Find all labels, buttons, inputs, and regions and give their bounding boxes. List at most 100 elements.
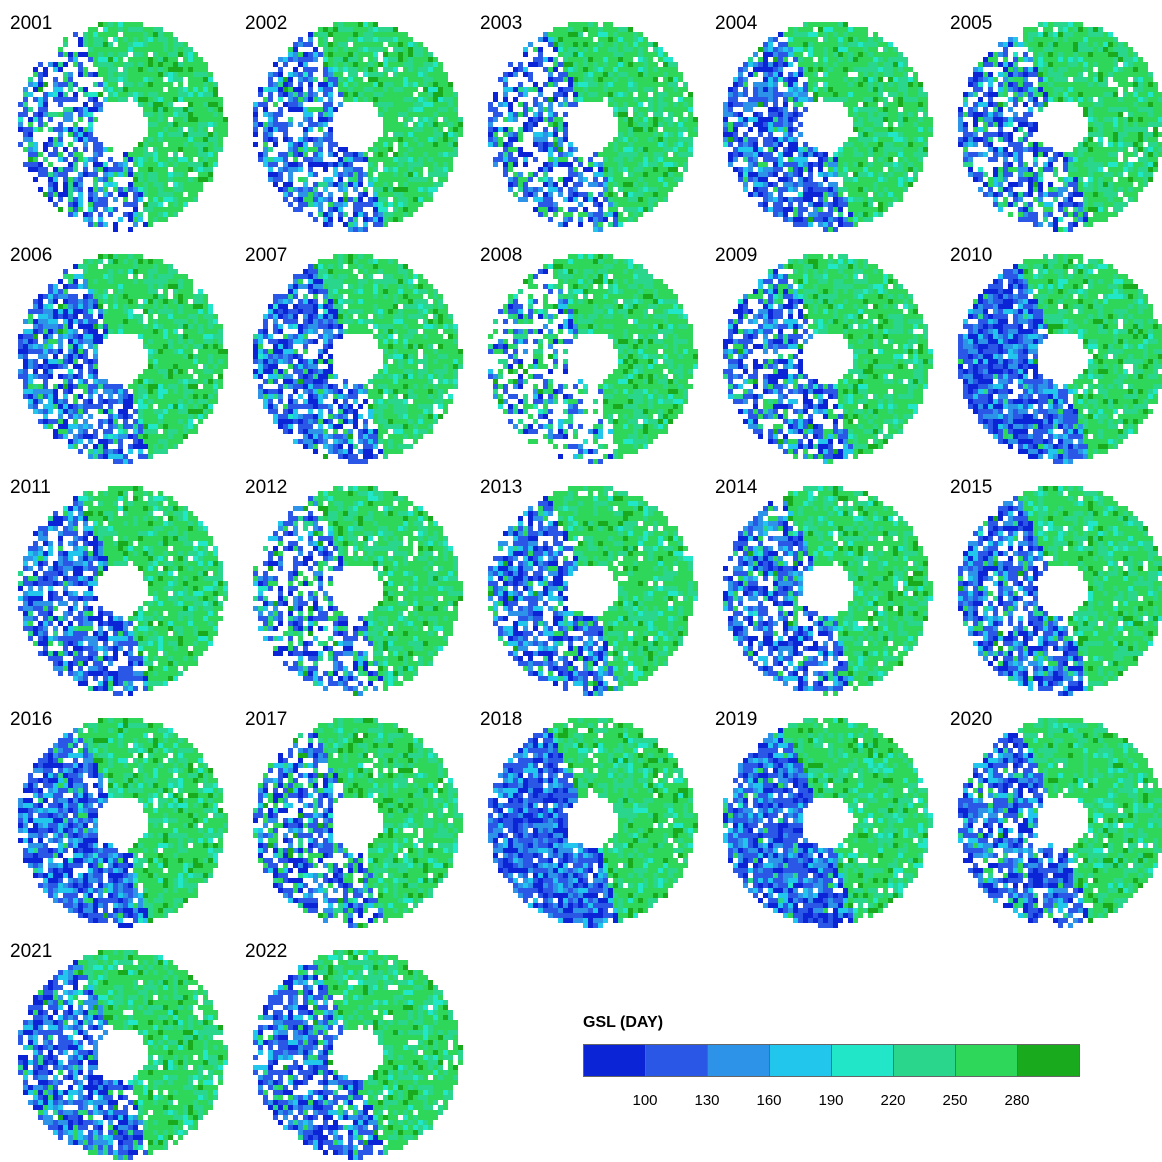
year-label: 2001	[10, 14, 52, 33]
legend-swatch	[584, 1045, 646, 1076]
map-panel-2011: 2011	[8, 470, 238, 698]
year-label: 2016	[10, 710, 52, 729]
legend-tick-label: 190	[818, 1092, 843, 1109]
polar-map	[948, 470, 1162, 698]
map-pixels	[253, 950, 463, 1160]
year-label: 2009	[715, 246, 757, 265]
year-label: 2002	[245, 14, 287, 33]
legend-swatch	[832, 1045, 894, 1076]
map-pixels	[488, 718, 698, 928]
polar-map	[478, 702, 708, 930]
map-panel-2006: 2006	[8, 238, 238, 466]
polar-map	[243, 934, 473, 1162]
polar-map	[243, 6, 473, 234]
map-pixels	[723, 22, 933, 232]
map-panel-2004: 2004	[713, 6, 943, 234]
legend-tick-label: 220	[880, 1092, 905, 1109]
polar-map	[713, 702, 943, 930]
polar-map	[243, 238, 473, 466]
map-pixels	[253, 254, 463, 464]
map-pixels	[18, 22, 228, 232]
map-panel-2012: 2012	[243, 470, 473, 698]
year-label: 2014	[715, 478, 757, 497]
year-label: 2020	[950, 710, 992, 729]
map-panel-2018: 2018	[478, 702, 708, 930]
map-pixels	[723, 486, 933, 696]
legend-swatch	[1018, 1045, 1079, 1076]
polar-map	[8, 470, 238, 698]
polar-map	[478, 238, 708, 466]
polar-map	[8, 934, 238, 1162]
year-label: 2005	[950, 14, 992, 33]
polar-map	[478, 6, 708, 234]
legend-tick-label: 160	[756, 1092, 781, 1109]
year-label: 2008	[480, 246, 522, 265]
map-pixels	[958, 254, 1162, 464]
polar-map	[948, 6, 1162, 234]
map-panel-2009: 2009	[713, 238, 943, 466]
year-label: 2011	[10, 478, 51, 497]
year-label: 2018	[480, 710, 522, 729]
legend-colorbar	[583, 1044, 1080, 1077]
year-label: 2015	[950, 478, 992, 497]
year-label: 2007	[245, 246, 287, 265]
year-label: 2021	[10, 942, 52, 961]
map-panel-2002: 2002	[243, 6, 473, 234]
year-label: 2013	[480, 478, 522, 497]
map-pixels	[253, 718, 463, 928]
map-pixels	[253, 22, 463, 232]
year-label: 2004	[715, 14, 757, 33]
map-pixels	[488, 254, 698, 464]
map-pixels	[18, 718, 228, 928]
map-panel-2020: 2020	[948, 702, 1162, 930]
polar-map	[713, 6, 943, 234]
legend-tick-label: 280	[1004, 1092, 1029, 1109]
legend-tick-label: 130	[694, 1092, 719, 1109]
map-panel-2005: 2005	[948, 6, 1162, 234]
polar-map	[713, 470, 943, 698]
map-pixels	[723, 254, 933, 464]
map-panel-2013: 2013	[478, 470, 708, 698]
map-panel-2019: 2019	[713, 702, 943, 930]
map-pixels	[488, 22, 698, 232]
polar-map	[948, 702, 1162, 930]
map-pixels	[488, 486, 698, 696]
map-pixels	[18, 254, 228, 464]
polar-map	[8, 6, 238, 234]
year-label: 2010	[950, 246, 992, 265]
map-pixels	[18, 486, 228, 696]
map-panel-2022: 2022	[243, 934, 473, 1162]
polar-map	[8, 238, 238, 466]
legend-tick-label: 250	[942, 1092, 967, 1109]
map-pixels	[253, 486, 463, 696]
map-panel-2016: 2016	[8, 702, 238, 930]
map-panel-2007: 2007	[243, 238, 473, 466]
year-label: 2003	[480, 14, 522, 33]
year-label: 2017	[245, 710, 287, 729]
legend-swatch	[956, 1045, 1018, 1076]
map-pixels	[958, 718, 1162, 928]
year-label: 2006	[10, 246, 52, 265]
polar-map	[243, 702, 473, 930]
legend-swatch	[708, 1045, 770, 1076]
map-panel-2008: 2008	[478, 238, 708, 466]
year-label: 2012	[245, 478, 287, 497]
map-pixels	[958, 486, 1162, 696]
map-pixels	[723, 718, 933, 928]
map-panel-2003: 2003	[478, 6, 708, 234]
polar-map	[243, 470, 473, 698]
legend-tick-label: 100	[632, 1092, 657, 1109]
legend-swatch	[646, 1045, 708, 1076]
legend-swatch	[770, 1045, 832, 1076]
legend-swatch	[894, 1045, 956, 1076]
year-label: 2019	[715, 710, 757, 729]
map-panel-2010: 2010	[948, 238, 1162, 466]
map-panel-2021: 2021	[8, 934, 238, 1162]
map-panel-2001: 2001	[8, 6, 238, 234]
legend-title: GSL (DAY)	[583, 1014, 663, 1032]
map-pixels	[18, 950, 228, 1160]
polar-map	[8, 702, 238, 930]
map-panel-2014: 2014	[713, 470, 943, 698]
map-pixels	[958, 22, 1162, 232]
year-label: 2022	[245, 942, 287, 961]
